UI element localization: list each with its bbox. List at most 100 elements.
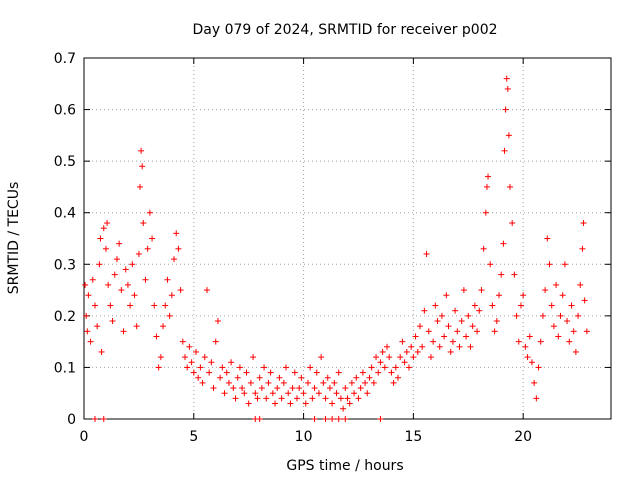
data-point	[179, 338, 186, 345]
grid-lines	[84, 58, 611, 419]
data-point	[478, 287, 485, 294]
data-point	[506, 183, 513, 190]
data-point	[568, 302, 575, 309]
x-tick-label: 5	[189, 429, 198, 445]
data-point	[366, 374, 373, 381]
data-point	[149, 235, 156, 242]
data-point	[208, 359, 215, 366]
data-point	[256, 416, 263, 422]
data-point	[100, 225, 107, 232]
data-point	[230, 385, 237, 392]
data-point	[105, 281, 112, 288]
data-point	[555, 333, 562, 340]
data-point	[100, 416, 107, 422]
data-point	[97, 235, 104, 242]
data-point	[256, 374, 263, 381]
data-point	[118, 287, 125, 294]
data-point	[489, 302, 496, 309]
data-point	[432, 302, 439, 309]
data-point	[454, 328, 461, 335]
data-point	[501, 147, 508, 154]
data-point	[186, 343, 193, 350]
data-point	[515, 338, 522, 345]
data-point	[395, 374, 402, 381]
data-point	[559, 292, 566, 299]
data-point	[296, 385, 303, 392]
data-point	[309, 395, 316, 402]
data-point	[311, 416, 318, 422]
data-point	[104, 220, 111, 227]
data-point	[539, 312, 546, 319]
data-point	[436, 343, 443, 350]
data-point	[412, 333, 419, 340]
y-tick-label: 0.6	[54, 103, 76, 119]
data-point	[311, 385, 318, 392]
data-point	[120, 328, 127, 335]
data-point	[283, 364, 290, 371]
data-point	[480, 245, 487, 252]
data-point	[445, 323, 452, 330]
data-point	[307, 364, 314, 371]
data-point	[109, 318, 116, 325]
y-tick-label: 0.5	[54, 154, 76, 170]
data-point	[546, 261, 553, 268]
data-point	[322, 395, 329, 402]
data-point	[403, 348, 410, 355]
x-tick-labels: 0 5 10 15 20	[80, 429, 533, 445]
data-point	[287, 400, 294, 407]
data-point	[219, 364, 226, 371]
data-point	[102, 245, 109, 252]
data-point	[456, 343, 463, 350]
data-point	[524, 354, 531, 361]
data-point	[96, 261, 103, 268]
data-point	[135, 250, 142, 257]
data-point	[441, 333, 448, 340]
data-point	[342, 416, 349, 422]
data-point	[195, 374, 202, 381]
data-point	[443, 292, 450, 299]
data-point	[91, 302, 98, 309]
data-point	[537, 338, 544, 345]
data-point	[548, 302, 555, 309]
data-point	[458, 318, 465, 325]
data-point	[228, 359, 235, 366]
data-point	[291, 369, 298, 376]
data-point	[390, 379, 397, 386]
data-point	[168, 292, 175, 299]
data-point	[344, 395, 351, 402]
data-point	[320, 379, 327, 386]
data-point	[131, 292, 138, 299]
data-point	[379, 348, 386, 355]
data-point	[357, 385, 364, 392]
data-point	[373, 354, 380, 361]
y-tick-label: 0	[67, 412, 76, 428]
data-point	[280, 379, 287, 386]
data-point	[223, 369, 230, 376]
data-point	[503, 75, 510, 82]
data-point	[129, 261, 136, 268]
data-point	[155, 364, 162, 371]
data-point	[414, 348, 421, 355]
data-point	[399, 338, 406, 345]
data-point	[511, 271, 518, 278]
data-point	[252, 390, 259, 397]
data-point	[469, 323, 476, 330]
data-point	[214, 318, 221, 325]
data-point	[500, 240, 507, 247]
data-point	[583, 328, 590, 335]
data-point	[561, 261, 568, 268]
y-tick-label: 0.7	[54, 51, 76, 67]
ticks	[83, 57, 611, 420]
data-point	[173, 230, 180, 237]
data-point	[340, 405, 347, 412]
data-point	[157, 354, 164, 361]
data-point	[355, 395, 362, 402]
data-point	[250, 354, 257, 361]
data-point	[419, 343, 426, 350]
data-point	[87, 338, 94, 345]
data-point	[243, 369, 250, 376]
data-point	[329, 400, 336, 407]
data-point	[293, 395, 300, 402]
data-point	[491, 328, 498, 335]
x-tick-label: 15	[404, 429, 422, 445]
